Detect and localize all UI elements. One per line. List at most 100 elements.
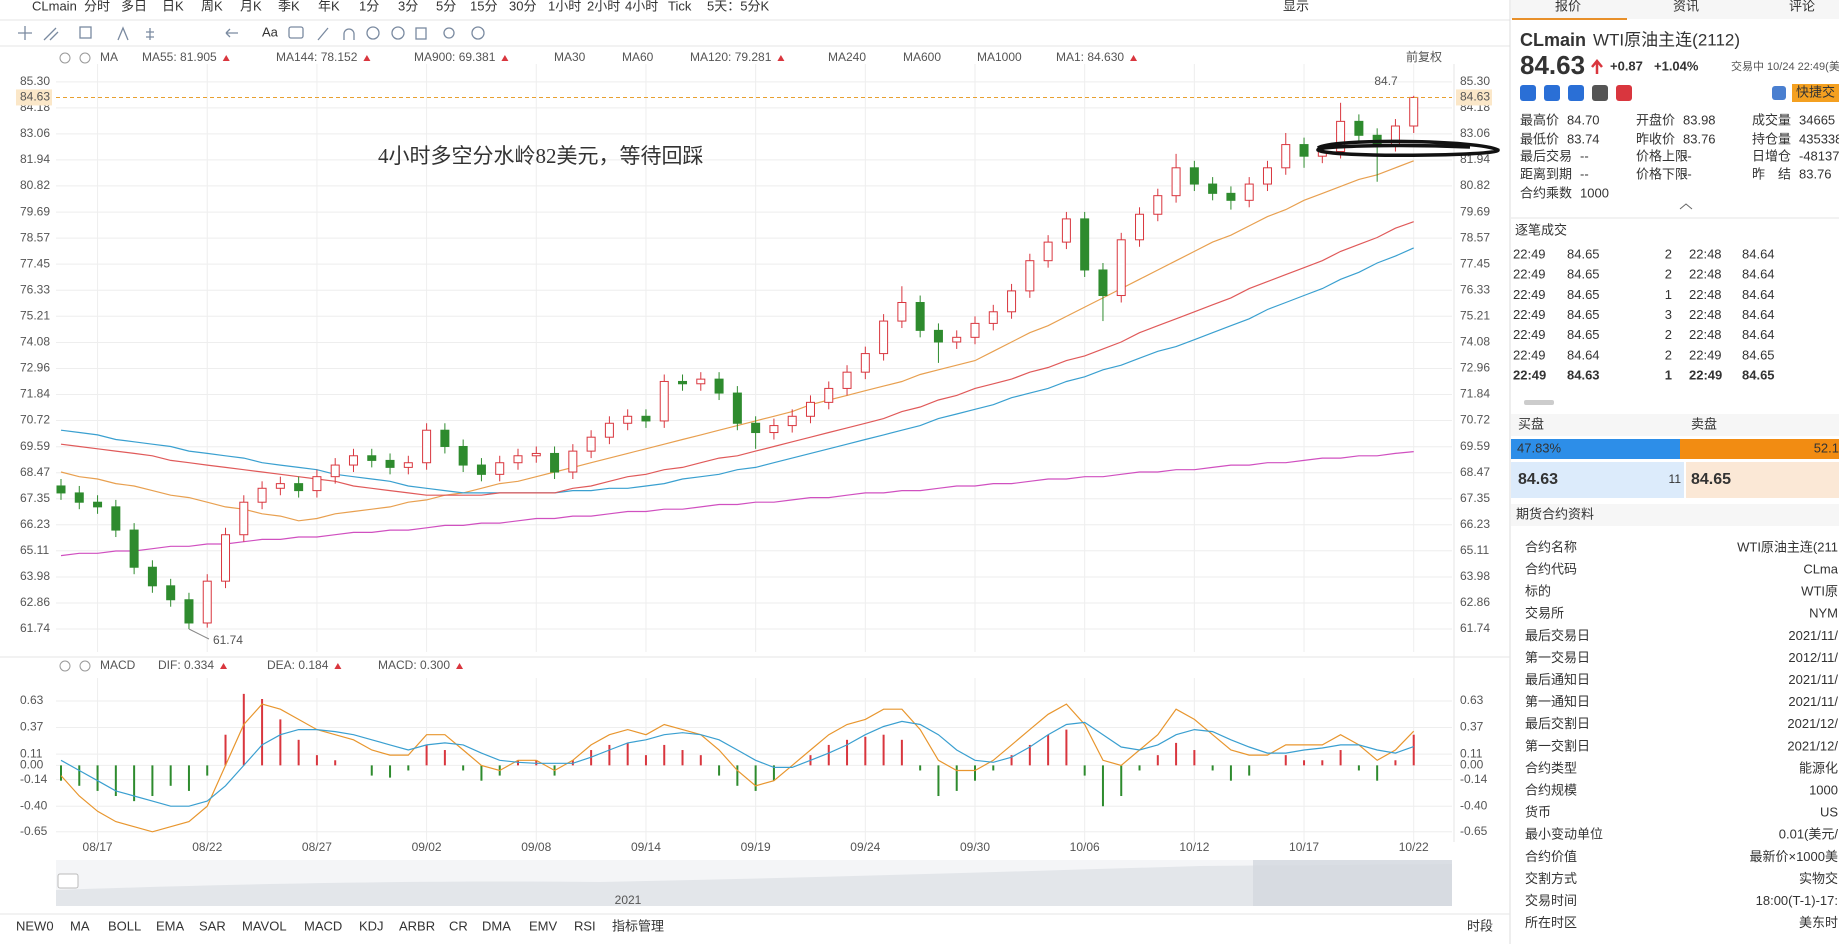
period-tab[interactable]: Tick <box>668 0 692 13</box>
drawing-tools[interactable] <box>18 26 485 41</box>
navigator-window[interactable] <box>1253 860 1452 906</box>
quick-trade[interactable] <box>1792 84 1839 102</box>
bell-icon[interactable] <box>1772 86 1786 100</box>
eye-tool[interactable] <box>366 26 380 40</box>
contract-value: 2021/11/ <box>1788 628 1838 643</box>
indicator-tab[interactable]: NEW0 <box>16 918 54 933</box>
period-tab[interactable]: 日K <box>162 0 184 13</box>
legend-entry: MA1: 84.630 <box>1056 50 1124 64</box>
comment-tool[interactable] <box>288 26 304 39</box>
x-tick-label: 09/30 <box>960 840 990 854</box>
legend-entry: MA900: 69.381 <box>414 50 496 64</box>
indicator-tab[interactable]: RSI <box>574 918 596 933</box>
contract-value: 能源化 <box>1799 760 1838 775</box>
y-tick-label: 78.57 <box>20 230 50 244</box>
navigator-menu[interactable] <box>57 873 79 889</box>
indicator-tab[interactable]: BOLL <box>108 918 141 933</box>
quick-trade-label[interactable]: 快捷交 <box>1796 84 1835 99</box>
indicator-tab[interactable]: 指标管理 <box>612 918 664 933</box>
candle-body <box>1336 120 1346 153</box>
period-tab[interactable]: 5分 <box>436 0 456 13</box>
stat-value: -- <box>1580 148 1589 163</box>
quote-icon[interactable] <box>1616 85 1632 101</box>
display-menu[interactable]: 显示 <box>1283 0 1309 13</box>
y-tick-label: 70.72 <box>1460 413 1490 427</box>
indicator-tab[interactable]: CR <box>449 918 468 933</box>
indicator-tab[interactable]: SAR <box>199 918 226 933</box>
collapse-arrow[interactable] <box>1679 203 1693 210</box>
quote-icon[interactable] <box>1568 85 1584 101</box>
candle-body <box>129 529 139 568</box>
legend-settings[interactable] <box>59 660 71 672</box>
panel-tab[interactable]: 报价 <box>1555 0 1581 13</box>
indicator-tab[interactable]: KDJ <box>359 918 384 933</box>
ask-bar <box>1680 439 1839 459</box>
indicator-tab[interactable]: MAVOL <box>242 918 287 933</box>
symbol-tab[interactable]: CLmain <box>32 0 77 13</box>
y-tick-label: 0.11 <box>20 746 43 760</box>
legend-settings[interactable] <box>59 52 71 64</box>
indicator-tab[interactable]: DMA <box>482 918 511 933</box>
quote-icon[interactable] <box>1544 85 1560 101</box>
candle-body <box>586 436 596 452</box>
indicator-tab[interactable]: MACD <box>304 918 342 933</box>
fib-tool[interactable] <box>146 28 154 40</box>
contract-value: NYM <box>1809 606 1838 621</box>
period-tab[interactable]: 5天：5分K <box>707 0 769 13</box>
indicator-tab[interactable]: MA <box>70 918 90 933</box>
line-tool[interactable] <box>43 27 59 41</box>
trade-cell: 22:49 <box>1513 368 1546 383</box>
period-tab[interactable]: 分时 <box>84 0 110 13</box>
period-tab[interactable]: 3分 <box>398 0 418 13</box>
y-tick-label: 0.00 <box>20 758 44 772</box>
quote-icon[interactable] <box>1592 85 1608 101</box>
last-price-tag <box>16 89 52 106</box>
magnet-tool[interactable] <box>343 28 355 40</box>
period-tab[interactable]: 30分 <box>509 0 536 13</box>
candle-body <box>275 483 285 489</box>
period-tab[interactable]: 年K <box>318 0 340 13</box>
settings-tool[interactable] <box>471 26 485 40</box>
scrollbar[interactable] <box>1524 400 1554 405</box>
period-tab[interactable]: 1小时 <box>548 0 581 13</box>
adjust-button[interactable]: 前复权 <box>1406 49 1442 64</box>
period-tab[interactable]: 多日 <box>121 0 147 13</box>
rect-tool[interactable] <box>79 26 92 39</box>
candle-body <box>769 425 779 434</box>
quote-icon[interactable] <box>1520 85 1536 101</box>
hide-tool[interactable] <box>391 26 405 40</box>
contract-value: 最新价×1000美 <box>1749 849 1838 864</box>
trade-cell: 84.63 <box>1567 368 1600 383</box>
period-tab[interactable]: 季K <box>278 0 300 13</box>
pattern-tool[interactable] <box>117 26 129 41</box>
arrow-tool[interactable] <box>225 28 238 38</box>
font-tool[interactable]: Aa <box>262 24 279 39</box>
legend-close[interactable] <box>79 660 91 672</box>
delete-tool[interactable] <box>415 27 427 40</box>
candle-body <box>933 329 943 343</box>
panel-tab[interactable]: 资讯 <box>1673 0 1699 13</box>
trade-cell: 84.64 <box>1742 307 1775 322</box>
contract-label: 合约代码 <box>1525 562 1577 577</box>
period-tab[interactable]: 月K <box>240 0 262 13</box>
bid-label: 买盘 <box>1518 416 1544 431</box>
period-tab[interactable]: 4小时 <box>625 0 658 13</box>
indicator-tab[interactable]: EMV <box>529 918 558 933</box>
session-button[interactable]: 时段 <box>1467 918 1493 933</box>
ruler-tool[interactable] <box>317 27 329 41</box>
legend-arrow <box>456 663 464 669</box>
y-tick-label: 0.63 <box>20 693 44 707</box>
indicator-tab[interactable]: ARBR <box>399 918 435 933</box>
link-tool[interactable] <box>443 27 455 39</box>
period-tab[interactable]: 15分 <box>470 0 497 13</box>
period-tab[interactable]: 周K <box>201 0 223 13</box>
legend-close[interactable] <box>79 52 91 64</box>
y-tick-label: 81.94 <box>20 152 50 166</box>
period-tab[interactable]: 2小时 <box>587 0 620 13</box>
period-tab[interactable]: 1分 <box>359 0 379 13</box>
ask-label: 卖盘 <box>1691 416 1717 431</box>
panel-tab[interactable]: 评论 <box>1789 0 1815 13</box>
crosshair-tool[interactable] <box>18 26 32 40</box>
indicator-tab[interactable]: EMA <box>156 918 185 933</box>
